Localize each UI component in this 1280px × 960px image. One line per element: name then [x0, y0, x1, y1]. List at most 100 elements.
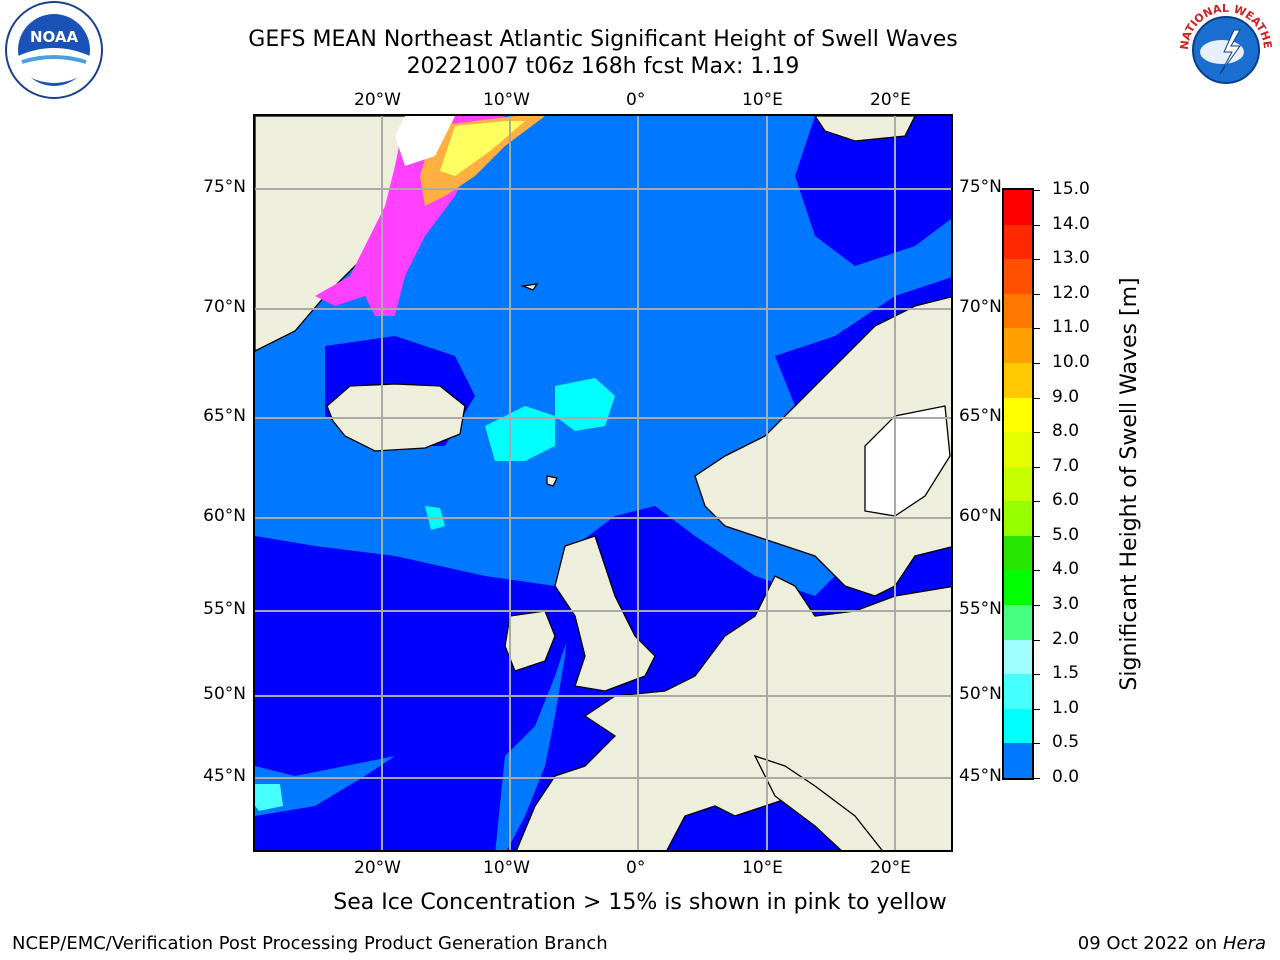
- lon-tick-top: 10°E: [742, 90, 783, 110]
- land-great-britain: [554, 535, 656, 692]
- colorbar-tick: [1034, 397, 1040, 399]
- lat-tick-right: 70°N: [959, 297, 1002, 317]
- lon-tick-bottom: 10°E: [742, 858, 783, 878]
- colorbar-tick: [1034, 639, 1040, 641]
- lat-tick-right: 45°N: [959, 766, 1002, 786]
- sea-ice-note: Sea Ice Concentration > 15% is shown in …: [0, 890, 1280, 915]
- map-svg: [255, 116, 951, 850]
- sea-ice-yellow: [440, 121, 525, 176]
- lat-tick-left: 75°N: [203, 177, 246, 197]
- noaa-logo: NOAA: [5, 1, 103, 99]
- map-gridlines: [255, 116, 951, 850]
- colorbar-segment: [1004, 362, 1032, 399]
- colorbar-tick: [1034, 605, 1040, 607]
- lon-tick-bottom: 10°W: [483, 858, 530, 878]
- colorbar-segment: [1004, 570, 1032, 606]
- colorbar-tick: [1034, 535, 1040, 537]
- lat-tick-right: 65°N: [959, 406, 1002, 426]
- colorbar-label: 6.0: [1052, 490, 1080, 511]
- colorbar-label: 13.0: [1052, 248, 1090, 269]
- colorbar-label: 5.0: [1052, 524, 1080, 545]
- colorbar-tick: [1034, 466, 1040, 468]
- footer-credit: NCEP/EMC/Verification Post Processing Pr…: [12, 933, 608, 954]
- lat-tick-right: 60°N: [959, 506, 1002, 526]
- colorbar-label: 4.0: [1052, 559, 1080, 580]
- colorbar-tick: [1034, 362, 1040, 364]
- ocean-high-swell-patch-1: [485, 406, 555, 461]
- colorbar-label: 7.0: [1052, 455, 1080, 476]
- colorbar-label: 15.0: [1052, 179, 1090, 199]
- colorbar-segment: [1004, 397, 1032, 433]
- colorbar-segment: [1004, 190, 1032, 226]
- colorbar-tick: [1034, 224, 1040, 226]
- colorbar-label: 14.0: [1052, 213, 1090, 234]
- colorbar-tick: [1034, 259, 1040, 261]
- land-continental-europe: [515, 575, 951, 850]
- chart-title: GEFS MEAN Northeast Atlantic Significant…: [248, 27, 958, 52]
- colorbar-segment: [1004, 535, 1032, 571]
- colorbar-label: 0.0: [1052, 767, 1080, 787]
- lat-tick-right: 50°N: [959, 684, 1002, 704]
- lon-tick-bottom: 0°: [626, 858, 646, 878]
- sea-ice-white: [395, 116, 455, 166]
- colorbar: [1002, 188, 1034, 780]
- colorbar-label: 10.0: [1052, 351, 1090, 372]
- colorbar-label: 8.0: [1052, 421, 1080, 442]
- colorbar-segment: [1004, 605, 1032, 641]
- colorbar-segment: [1004, 501, 1032, 537]
- lon-tick-bottom: 20°W: [354, 858, 401, 878]
- footer-host: Hera: [1222, 933, 1266, 954]
- colorbar-label: 1.5: [1052, 663, 1080, 684]
- lat-tick-right: 75°N: [959, 177, 1002, 197]
- lat-tick-left: 55°N: [203, 599, 246, 619]
- land-scandinavia: [694, 296, 951, 597]
- colorbar-tick: [1034, 432, 1040, 434]
- colorbar-segment: [1004, 708, 1032, 744]
- colorbar-label: 3.0: [1052, 594, 1080, 615]
- lat-tick-left: 50°N: [203, 684, 246, 704]
- colorbar-segment: [1004, 432, 1032, 468]
- map-plot-area: [253, 114, 953, 852]
- colorbar-segment: [1004, 743, 1032, 779]
- colorbar-label: 9.0: [1052, 386, 1080, 407]
- lat-tick-left: 45°N: [203, 766, 246, 786]
- colorbar-tick: [1034, 293, 1040, 295]
- land-svalbard: [814, 116, 916, 142]
- lon-tick-top: 20°W: [354, 90, 401, 110]
- colorbar-tick: [1034, 743, 1040, 745]
- land-gulf-of-bothnia: [864, 405, 951, 517]
- colorbar-segment: [1004, 224, 1032, 260]
- colorbar-segment: [1004, 293, 1032, 329]
- lon-tick-top: 0°: [626, 90, 646, 110]
- colorbar-tick: [1034, 778, 1040, 779]
- footer-date: 09 Oct 2022 on Hera: [1078, 933, 1266, 954]
- lat-tick-left: 65°N: [203, 406, 246, 426]
- colorbar-segment: [1004, 639, 1032, 675]
- nws-logo: NATIONAL WEATHER SERVICE: [1176, 0, 1274, 98]
- land-italy: [753, 754, 883, 850]
- land-jan-mayen: [520, 283, 539, 291]
- ocean-low-swell-southwest: [255, 536, 575, 850]
- footer-date-text: 09 Oct 2022 on: [1077, 933, 1223, 954]
- lon-tick-top: 10°W: [483, 90, 530, 110]
- colorbar-segment: [1004, 328, 1032, 364]
- lon-tick-bottom: 20°E: [870, 858, 911, 878]
- lat-tick-left: 60°N: [203, 506, 246, 526]
- sea-ice-note-text: Sea Ice Concentration > 15% is shown in …: [333, 890, 947, 915]
- colorbar-tick: [1034, 190, 1040, 191]
- colorbar-label: 0.5: [1052, 732, 1080, 753]
- land-faroe: [546, 475, 558, 487]
- colorbar-segment: [1004, 674, 1032, 710]
- colorbar-label: 1.0: [1052, 697, 1080, 718]
- lon-tick-top: 20°E: [870, 90, 911, 110]
- colorbar-tick: [1034, 674, 1040, 676]
- ocean-cyan-patch-west: [255, 784, 283, 811]
- colorbar-tick: [1034, 570, 1040, 572]
- colorbar-label: 12.0: [1052, 282, 1090, 303]
- lat-tick-right: 55°N: [959, 599, 1002, 619]
- chart-subtitle: 20221007 t06z 168h fcst Max: 1.19: [406, 54, 800, 79]
- colorbar-tick: [1034, 708, 1040, 710]
- lat-tick-left: 70°N: [203, 297, 246, 317]
- colorbar-title: Significant Height of Swell Waves [m]: [1117, 277, 1142, 691]
- colorbar-segment: [1004, 259, 1032, 295]
